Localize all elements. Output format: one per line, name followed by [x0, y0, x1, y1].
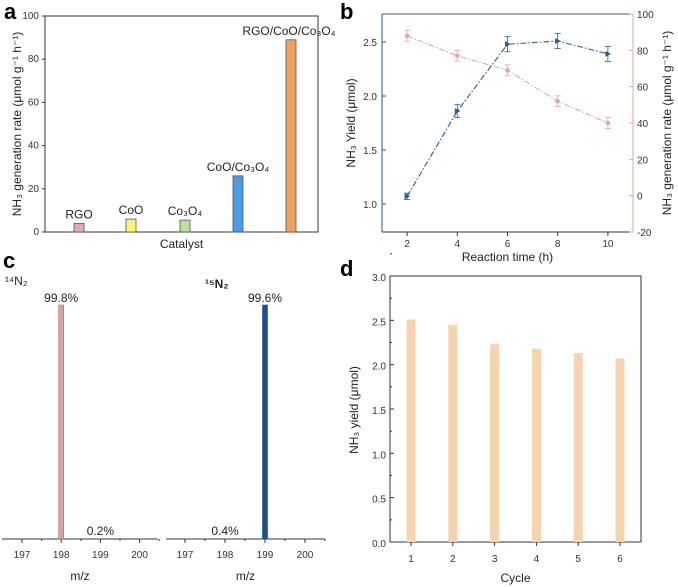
x-tick-label: 4 [455, 239, 461, 250]
bar-0 [73, 222, 85, 233]
data-point-blue [605, 50, 611, 57]
bar-2 [448, 324, 458, 542]
x-tick-label: 2 [450, 554, 456, 565]
data-point-blue [505, 41, 511, 48]
y-right-tick-label: 20 [637, 155, 649, 166]
y-tick-label: 40 [28, 141, 40, 152]
x-axis-label: m/z [236, 569, 255, 583]
x-tick-label: 197 [14, 550, 31, 561]
y-axis-label: NH₃ generation rate (μmol g⁻¹ h⁻¹) [10, 32, 24, 217]
y-left-tick-label: 1.5 [363, 146, 377, 157]
data-point-pink [505, 68, 510, 73]
bar-1 [125, 218, 137, 233]
x-tick-label: 198 [53, 550, 70, 561]
panel-label-c: c [3, 248, 15, 273]
y-tick-label: 0 [33, 227, 39, 238]
y-right-tick-label: 0 [637, 192, 643, 203]
data-point-pink [605, 120, 611, 126]
y-tick-label: 2.0 [372, 362, 386, 373]
y-right-tick-label: 80 [637, 46, 649, 57]
peak-bar [58, 304, 65, 540]
y-right-tick-label: 60 [637, 83, 649, 94]
y-axis-label: NH₃ yield (μmol) [347, 366, 361, 454]
data-point-blue [404, 193, 411, 200]
x-axis-label: Reaction time (h) [462, 250, 553, 264]
x-tick-label: 3 [492, 554, 498, 565]
x-tick-label: 6 [505, 239, 511, 250]
y-left-tick-label: 2.0 [363, 92, 377, 103]
bar-label: RGO/CoO/Co₃O₄ [242, 24, 335, 38]
x-tick-label: 6 [617, 554, 623, 565]
bar-6 [615, 358, 625, 542]
x-tick-label: 1 [408, 554, 414, 565]
data-point-pink [455, 53, 460, 59]
data-point-pink [555, 98, 560, 104]
x-tick-label: 199 [257, 550, 274, 561]
minor-peak-label: 0.2% [87, 524, 115, 538]
y-right-tick-label: 40 [637, 119, 649, 130]
isotope-label: ¹⁵N₂ [205, 277, 229, 291]
x-tick-label: 200 [297, 550, 314, 561]
bar-2 [179, 219, 191, 233]
y-tick-label: 3.0 [372, 273, 386, 284]
bar-label: CoO/Co₃O₄ [207, 160, 270, 174]
bar-4 [531, 348, 541, 542]
y-tick-label: 0.5 [372, 495, 386, 506]
peak-label: 99.8% [44, 291, 78, 305]
x-tick-label: 10 [602, 239, 614, 250]
bar-label: CoO [119, 203, 144, 217]
y-tick-label: 100 [22, 11, 39, 22]
x-tick-label: 200 [131, 550, 148, 561]
y-left-tick-label: 2.5 [363, 38, 377, 49]
y-tick-label: 80 [28, 54, 40, 65]
bar-5 [573, 353, 583, 542]
y-right-axis-label: NH₃ generation rate (μmol g⁻¹ h⁻¹) [660, 31, 674, 216]
y-tick-label: 60 [28, 97, 40, 108]
y-tick-label: 0.0 [372, 539, 386, 550]
isotope-label: ¹⁴N₂ [5, 274, 28, 288]
y-tick-label: 2.5 [372, 317, 386, 328]
bar-label: Co₃O₄ [168, 204, 203, 218]
peak-label: 99.6% [248, 291, 282, 305]
bar-3 [490, 344, 500, 542]
minor-peak-label: 0.4% [211, 524, 239, 538]
x-tick-label: 2 [404, 239, 410, 250]
series-line-blue [406, 40, 609, 197]
y-tick-label: 1.5 [372, 406, 386, 417]
x-axis-label: Cycle [500, 571, 530, 585]
bar-3 [232, 175, 244, 233]
y-tick-label: 1.0 [372, 450, 386, 461]
data-point-blue [555, 37, 561, 44]
panel-label-a: a [4, 0, 17, 24]
data-point-pink [404, 33, 410, 39]
bar-4 [285, 39, 297, 233]
y-left-axis-label: NH₃ Yield (μmol) [344, 78, 358, 167]
panel-label-b: b [340, 0, 353, 24]
y-tick-label: 20 [28, 184, 40, 195]
x-tick-label: 198 [217, 550, 234, 561]
x-tick-label: 4 [534, 554, 540, 565]
x-tick-label: 197 [177, 550, 194, 561]
panel-label-d: d [340, 256, 353, 281]
x-tick-label: 8 [555, 239, 561, 250]
plot-frame-a [44, 15, 319, 233]
y-right-tick-label: -20 [637, 228, 652, 239]
x-tick-label: 199 [92, 550, 109, 561]
data-point-blue [454, 108, 461, 115]
plot-frame-d [389, 275, 642, 543]
x-axis-label: Catalyst [160, 237, 204, 251]
x-axis-label: m/z [70, 569, 89, 583]
x-tick-label: 5 [575, 554, 581, 565]
bar-1 [406, 319, 416, 542]
y-right-tick-label: 100 [637, 10, 654, 21]
peak-bar [262, 304, 268, 540]
y-left-tick-label: 1.0 [363, 200, 377, 211]
bar-label: RGO [65, 207, 92, 221]
